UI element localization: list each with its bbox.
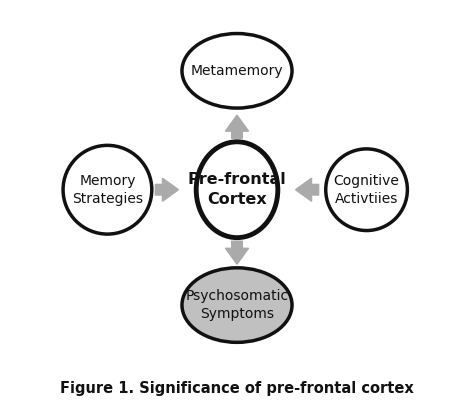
Text: Figure 1. Significance of pre-frontal cortex: Figure 1. Significance of pre-frontal co…	[60, 381, 414, 396]
Ellipse shape	[63, 145, 152, 234]
Text: Metamemory: Metamemory	[191, 64, 283, 78]
FancyArrow shape	[155, 178, 178, 201]
Ellipse shape	[182, 268, 292, 342]
FancyArrow shape	[296, 178, 319, 201]
Text: Psychosomatic
Symptoms: Psychosomatic Symptoms	[185, 289, 289, 321]
Ellipse shape	[196, 142, 278, 237]
Ellipse shape	[182, 33, 292, 108]
Text: Memory
Strategies: Memory Strategies	[72, 173, 143, 206]
FancyArrow shape	[226, 115, 248, 138]
Text: Cognitive
Activtiies: Cognitive Activtiies	[334, 173, 400, 206]
Ellipse shape	[326, 149, 407, 231]
Text: Pre-frontal
Cortex: Pre-frontal Cortex	[188, 172, 286, 207]
FancyArrow shape	[226, 241, 248, 264]
